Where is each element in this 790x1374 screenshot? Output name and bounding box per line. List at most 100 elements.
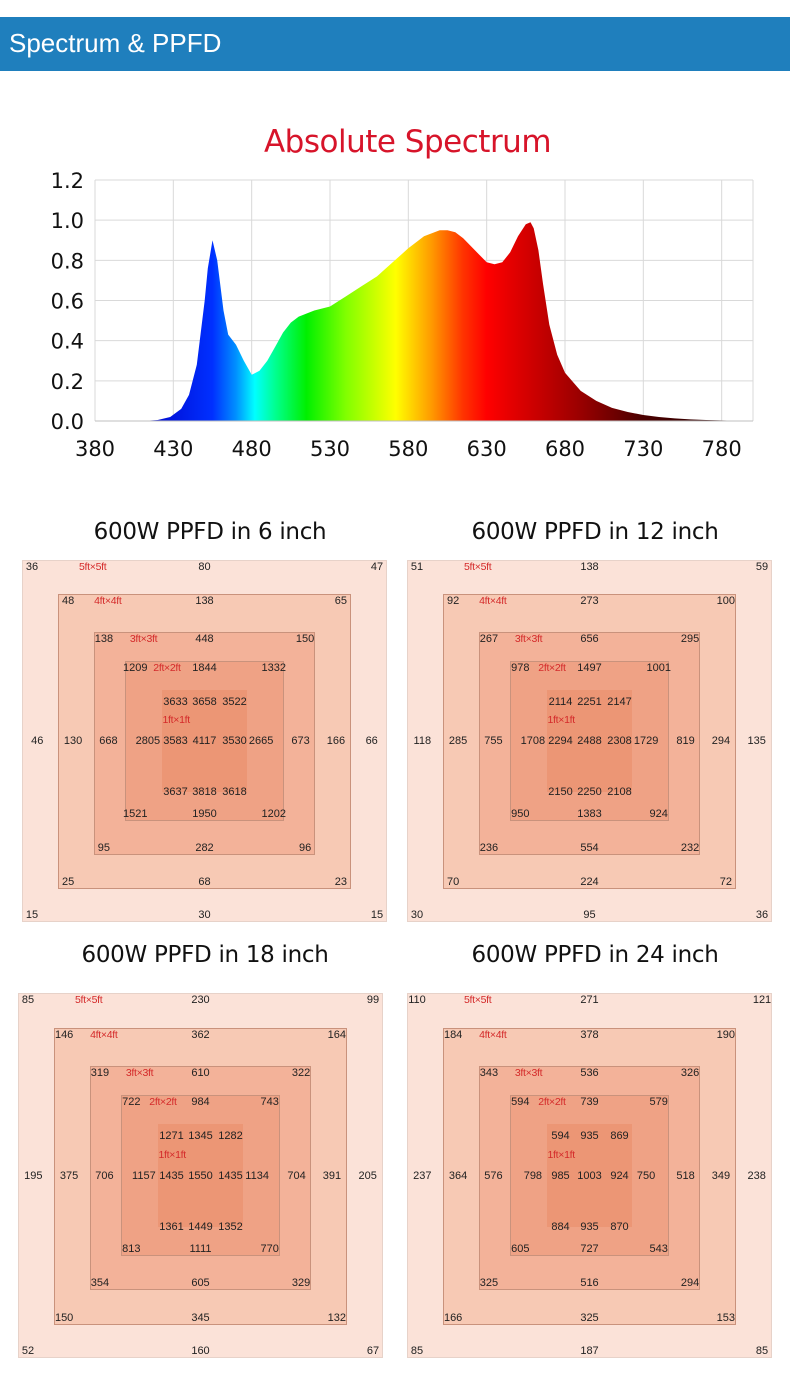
ppfd-value: 36 [25,561,39,573]
ppfd-value: 184 [443,1028,463,1041]
ppfd-value: 187 [580,1345,599,1357]
ppfd-value: 1003 [577,1169,602,1182]
ppfd-value: 138 [195,595,214,608]
ppfd-zone-5 [157,1124,244,1227]
ppfd-value: 819 [676,735,695,747]
zone-size-label: 4ft×4ft [479,1028,507,1041]
ppfd-value: 294 [711,735,731,747]
ppfd-value: 1383 [577,807,602,820]
spectrum-chart: 0.0 0.2 0.4 0.6 0.8 1.0 1.2 380 430 480 530 580 630 6… [51,169,754,461]
ppfd-value: 935 [580,1221,599,1234]
x-tick-label: 530 [310,437,350,461]
ppfd-value: 2805 [135,735,161,747]
ppfd-value: 1449 [188,1221,213,1234]
zone-size-label: 5ft×5ft [464,561,492,573]
section-title: Spectrum & PPFD [9,28,222,58]
ppfd-value: 1209 [123,662,148,675]
ppfd-value: 230 [191,994,210,1006]
zone-size-label: 2ft×2ft [149,1096,177,1109]
ppfd-value: 224 [580,876,599,889]
ppfd-value: 2250 [577,786,602,799]
ppfd-value: 285 [448,735,468,747]
ppfd-value: 150 [54,1312,74,1325]
x-tick-label: 680 [545,437,585,461]
zone-size-label: 4ft×4ft [94,595,122,608]
ppfd-value: 3530 [222,735,247,747]
ppfd-value: 984 [191,1096,210,1109]
ppfd-value: 130 [63,735,83,747]
ppfd-value: 3633 [163,695,188,708]
ppfd-value: 1352 [218,1221,243,1234]
ppfd-value: 1708 [520,735,546,747]
ppfd-value: 755 [484,735,503,747]
ppfd-value: 3658 [192,695,217,708]
y-tick-label: 0.4 [51,330,84,354]
ppfd-value: 1345 [188,1129,213,1142]
ppfd-chart-title: 600W PPFD in 24 inch [471,942,719,968]
ppfd-value: 576 [484,1169,503,1182]
y-tick-label: 0.2 [51,370,84,394]
ppfd-value: 47 [370,561,384,573]
ppfd-value: 985 [551,1169,570,1182]
ppfd-value: 1111 [189,1242,212,1255]
ppfd-value: 1497 [577,662,602,675]
ppfd-value: 146 [54,1028,74,1041]
ppfd-value: 80 [198,561,211,573]
y-tick-label: 0.0 [51,410,84,434]
ppfd-value: 1729 [633,735,659,747]
ppfd-value: 516 [580,1277,599,1290]
ppfd-value: 668 [99,735,118,747]
ppfd-value: 870 [610,1221,629,1234]
ppfd-value: 205 [358,1169,377,1182]
zone-size-label: 1ft×1ft [547,1148,576,1161]
ppfd-value: 1550 [188,1169,213,1182]
ppfd-value: 150 [295,633,315,646]
ppfd-value: 704 [287,1169,306,1182]
ppfd-value: 282 [195,842,214,855]
ppfd-value: 138 [580,561,599,573]
ppfd-value: 329 [291,1277,311,1290]
ppfd-value: 1271 [159,1129,184,1142]
ppfd-value: 67 [366,1345,380,1357]
ppfd-value: 271 [580,994,599,1006]
ppfd-value: 375 [59,1169,79,1182]
ppfd-value: 4117 [192,735,217,747]
ppfd-value: 3618 [222,786,247,799]
ppfd-value: 2665 [248,735,274,747]
ppfd-value: 536 [580,1066,599,1079]
ppfd-zone-5 [546,1124,633,1227]
ppfd-value: 95 [97,842,111,855]
ppfd-value: 770 [260,1242,279,1255]
ppfd-value: 750 [636,1169,656,1182]
ppfd-value: 722 [122,1096,141,1109]
ppfd-value: 1521 [123,807,148,820]
zone-size-label: 1ft×1ft [158,1148,187,1161]
ppfd-value: 518 [676,1169,695,1182]
ppfd-value: 978 [511,662,530,675]
zone-size-label: 3ft×3ft [514,1066,543,1079]
ppfd-value: 2147 [607,695,632,708]
ppfd-value: 237 [413,1169,432,1182]
y-tick-label: 0.8 [51,249,84,273]
zone-size-label: 2ft×2ft [538,662,566,675]
ppfd-chart-title: 600W PPFD in 6 inch [93,519,327,545]
ppfd-value: 656 [580,633,599,646]
zone-size-label: 5ft×5ft [79,561,107,573]
x-tick-label: 630 [467,437,507,461]
ppfd-zone-5 [546,690,633,792]
ppfd-value: 153 [716,1312,736,1325]
ppfd-value: 364 [448,1169,468,1182]
ppfd-value: 99 [366,994,380,1006]
ppfd-value: 25 [62,876,75,889]
ppfd-value: 138 [94,633,114,646]
ppfd-value: 924 [649,807,668,820]
ppfd-value: 2150 [548,786,573,799]
zone-size-label: 1ft×1ft [547,714,576,727]
ppfd-value: 798 [523,1169,543,1182]
y-tick-label: 1.2 [51,169,84,193]
ppfd-chart-title: 600W PPFD in 18 inch [81,942,329,968]
ppfd-value: 813 [122,1242,141,1255]
ppfd-value: 1332 [261,662,286,675]
zone-size-label: 3ft×3ft [125,1066,154,1079]
ppfd-value: 2294 [548,735,573,747]
